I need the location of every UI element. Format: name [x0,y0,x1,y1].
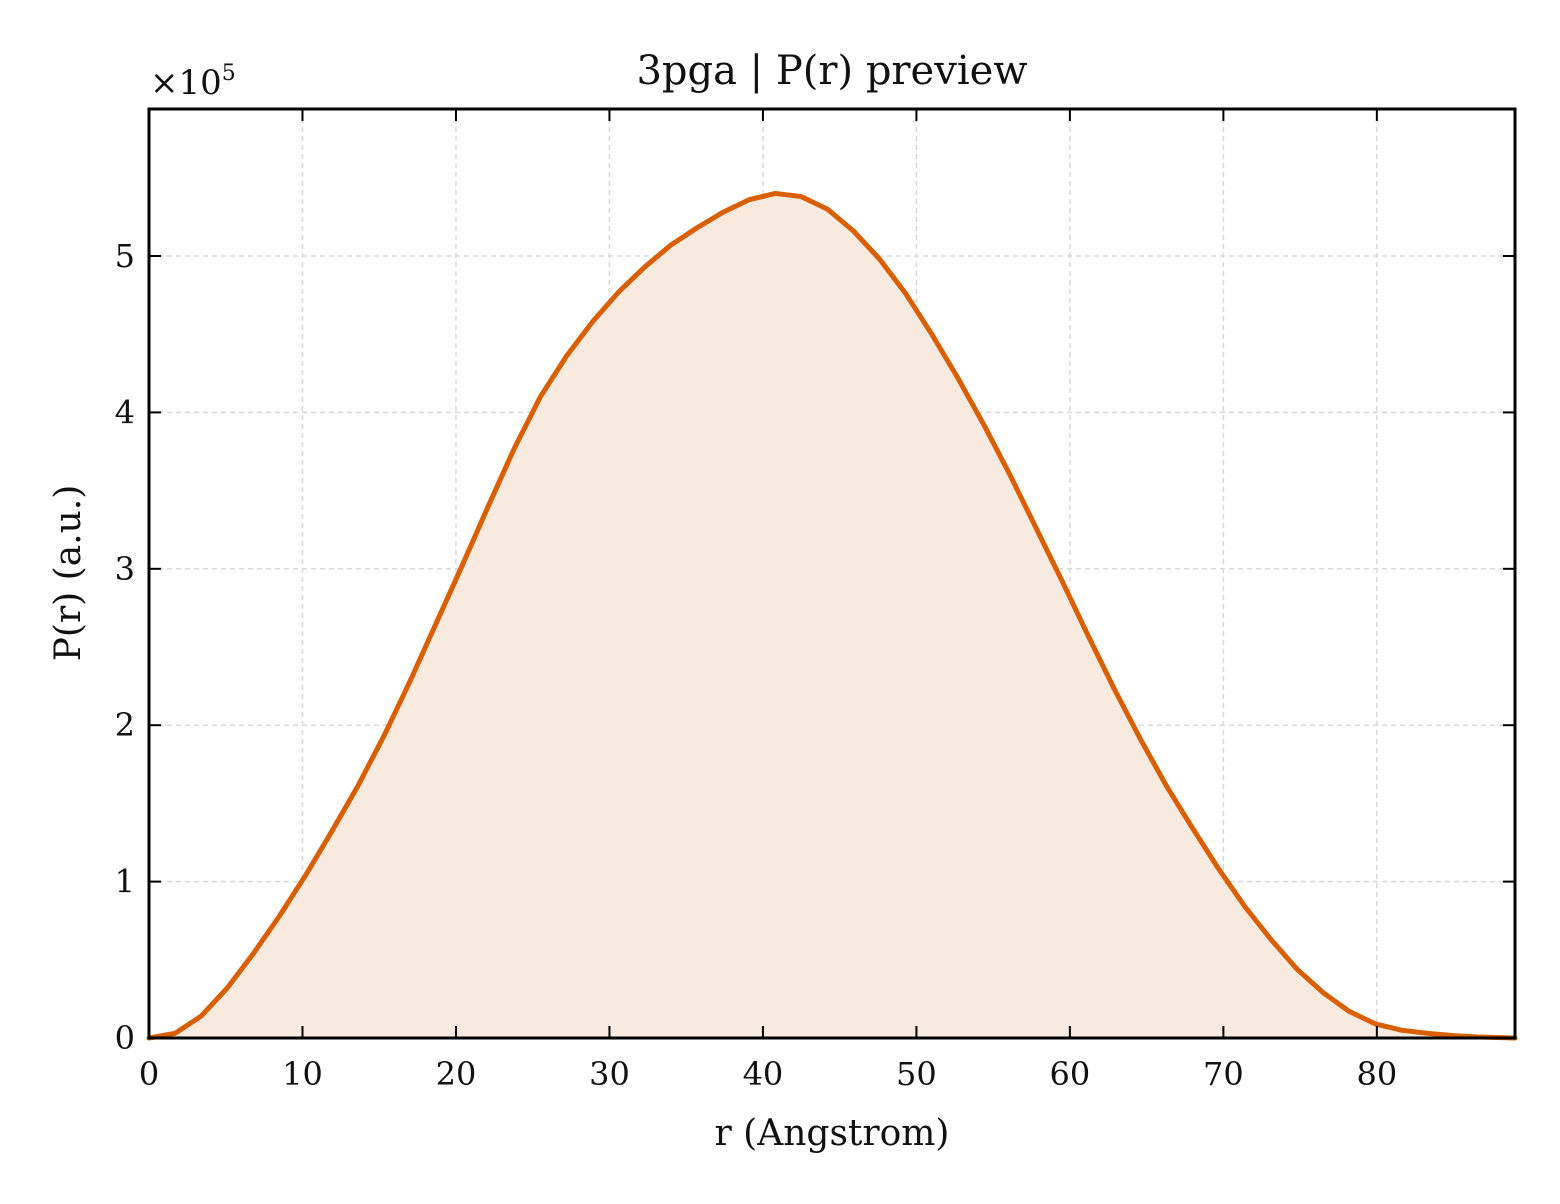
chart-title: 3pga | P(r) preview [636,48,1027,94]
y-tick-labels: 0 1 2 3 4 5 [115,237,135,1057]
y-tick-label: 3 [115,550,135,588]
x-tick-label: 10 [282,1055,323,1093]
x-tick-label: 60 [1050,1055,1091,1093]
y-tick-label: 1 [115,863,135,901]
y-tick-label: 0 [115,1019,135,1057]
y-tick-label: 5 [115,237,135,275]
y-axis-label: P(r) (a.u.) [48,485,89,662]
x-tick-label: 80 [1357,1055,1398,1093]
area-fill [149,193,1515,1038]
x-tick-label: 40 [743,1055,784,1093]
y-tick-label: 2 [115,706,135,744]
x-tick-labels: 0 10 20 30 40 50 60 70 80 [139,1055,1397,1093]
y-tick-label: 4 [115,393,135,431]
plot-frame [147,107,1517,1040]
y-multiplier-base: ×10 [150,63,222,103]
y-multiplier-exponent: 5 [222,61,236,86]
x-tick-label: 50 [896,1055,937,1093]
x-tick-label: 70 [1203,1055,1244,1093]
x-tick-label: 30 [589,1055,630,1093]
x-tick-label: 20 [436,1055,477,1093]
series-line [146,190,1518,1041]
y-multiplier: ×105 [150,61,236,103]
x-axis-label: r (Angstrom) [715,1113,950,1154]
x-tick-label: 0 [139,1055,159,1093]
